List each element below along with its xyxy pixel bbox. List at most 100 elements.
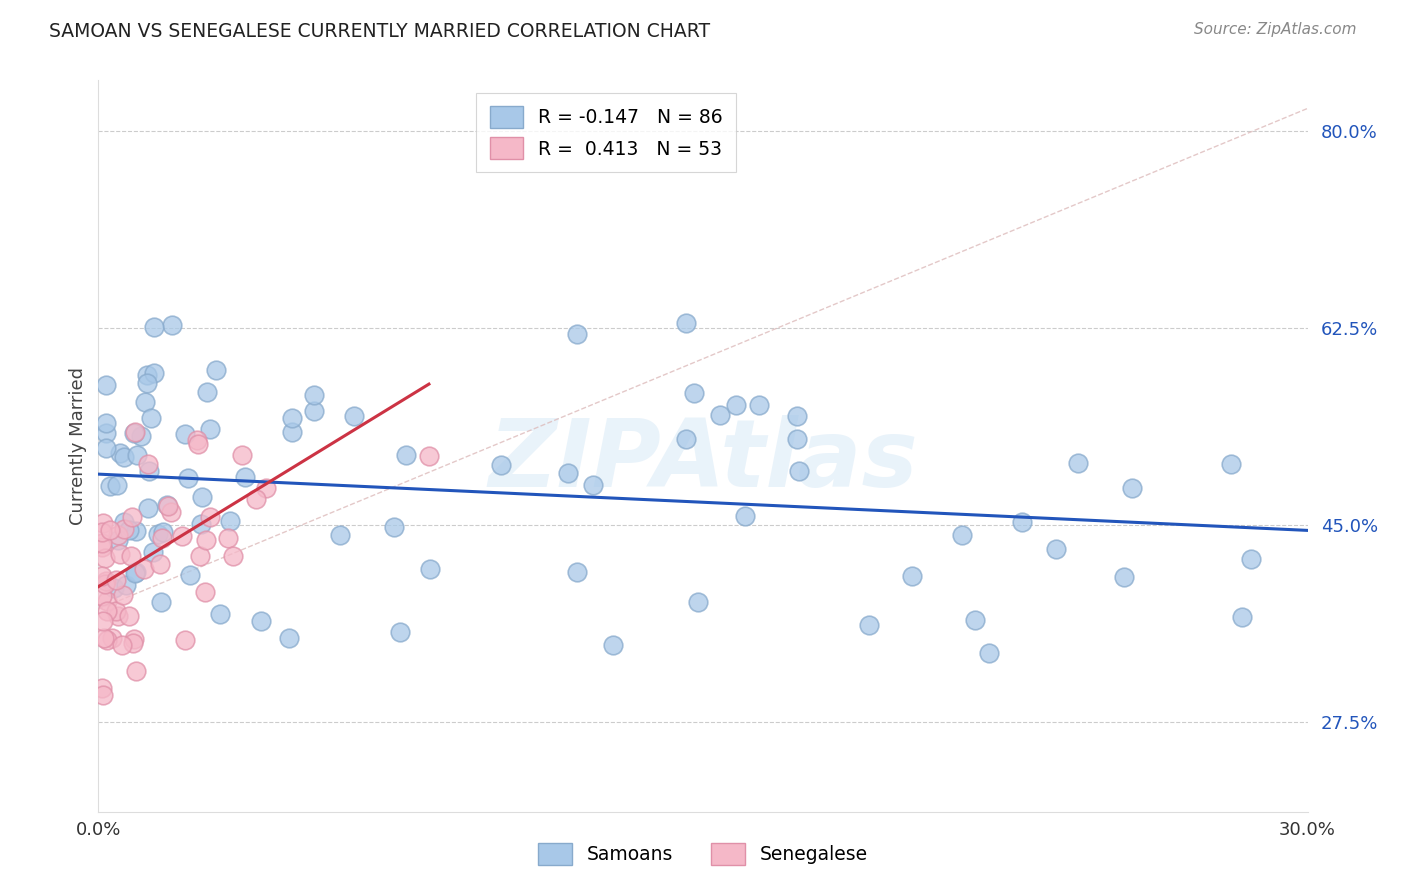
Point: [112, 450, 135, 464]
Point: [96, 416, 118, 430]
Point: [91, 614, 114, 628]
Point: [602, 638, 624, 652]
Point: [173, 426, 195, 441]
Point: [121, 636, 143, 650]
Point: [281, 425, 304, 440]
Point: [156, 498, 179, 512]
Point: [98, 523, 121, 537]
Point: [1240, 551, 1263, 566]
Point: [174, 632, 197, 647]
Y-axis label: Currently Married: Currently Married: [69, 367, 87, 525]
Point: [218, 515, 240, 529]
Point: [120, 549, 142, 563]
Point: [143, 319, 166, 334]
Point: [122, 426, 145, 441]
Point: [179, 568, 201, 582]
Text: SAMOAN VS SENEGALESE CURRENTLY MARRIED CORRELATION CHART: SAMOAN VS SENEGALESE CURRENTLY MARRIED C…: [49, 22, 710, 41]
Point: [748, 398, 770, 412]
Point: [162, 318, 184, 332]
Point: [101, 631, 124, 645]
Point: [200, 422, 222, 436]
Point: [233, 470, 256, 484]
Text: ZIPAtlas: ZIPAtlas: [488, 415, 918, 507]
Point: [91, 535, 114, 549]
Point: [91, 569, 114, 583]
Point: [565, 566, 588, 580]
Point: [114, 515, 136, 529]
Point: [112, 522, 135, 536]
Point: [250, 614, 273, 628]
Point: [190, 517, 212, 532]
Point: [217, 532, 239, 546]
Point: [786, 409, 808, 423]
Point: [125, 665, 148, 679]
Point: [96, 441, 118, 455]
Point: [96, 378, 118, 392]
Point: [209, 607, 232, 621]
Point: [682, 385, 704, 400]
Point: [188, 549, 211, 563]
Point: [786, 432, 808, 446]
Point: [1067, 456, 1090, 470]
Point: [135, 376, 157, 390]
Point: [134, 394, 156, 409]
Point: [172, 529, 194, 543]
Point: [142, 545, 165, 559]
Point: [858, 617, 880, 632]
Point: [103, 581, 125, 595]
Point: [111, 589, 134, 603]
Point: [675, 316, 697, 330]
Point: [138, 464, 160, 478]
Point: [329, 528, 352, 542]
Point: [111, 638, 134, 652]
Point: [93, 688, 115, 702]
Point: [121, 509, 143, 524]
Point: [139, 411, 162, 425]
Point: [1045, 542, 1067, 557]
Point: [389, 624, 412, 639]
Point: [900, 569, 922, 583]
Point: [96, 574, 118, 588]
Point: [149, 557, 172, 571]
Point: [124, 425, 146, 439]
Point: [96, 425, 118, 440]
Point: [96, 604, 118, 618]
Point: [343, 409, 366, 423]
Point: [1219, 457, 1241, 471]
Point: [107, 608, 129, 623]
Point: [302, 388, 325, 402]
Point: [91, 525, 114, 540]
Point: [1114, 570, 1136, 584]
Point: [91, 589, 114, 603]
Point: [94, 551, 117, 566]
Point: [108, 547, 131, 561]
Point: [965, 614, 987, 628]
Point: [557, 466, 579, 480]
Point: [125, 448, 148, 462]
Point: [205, 362, 228, 376]
Point: [565, 327, 588, 342]
Point: [138, 457, 160, 471]
Point: [98, 478, 121, 492]
Point: [150, 531, 173, 545]
Point: [491, 458, 513, 472]
Point: [152, 524, 174, 539]
Point: [1121, 481, 1143, 495]
Point: [187, 437, 209, 451]
Point: [222, 549, 245, 564]
Point: [118, 609, 141, 624]
Point: [950, 527, 973, 541]
Point: [124, 632, 146, 646]
Legend: Samoans, Senegalese: Samoans, Senegalese: [524, 830, 882, 878]
Point: [91, 541, 114, 555]
Point: [278, 631, 301, 645]
Point: [419, 562, 441, 576]
Point: [136, 368, 159, 382]
Point: [734, 508, 756, 523]
Point: [977, 646, 1000, 660]
Point: [118, 523, 141, 537]
Point: [709, 408, 731, 422]
Point: [1230, 610, 1253, 624]
Point: [93, 631, 115, 645]
Point: [304, 404, 326, 418]
